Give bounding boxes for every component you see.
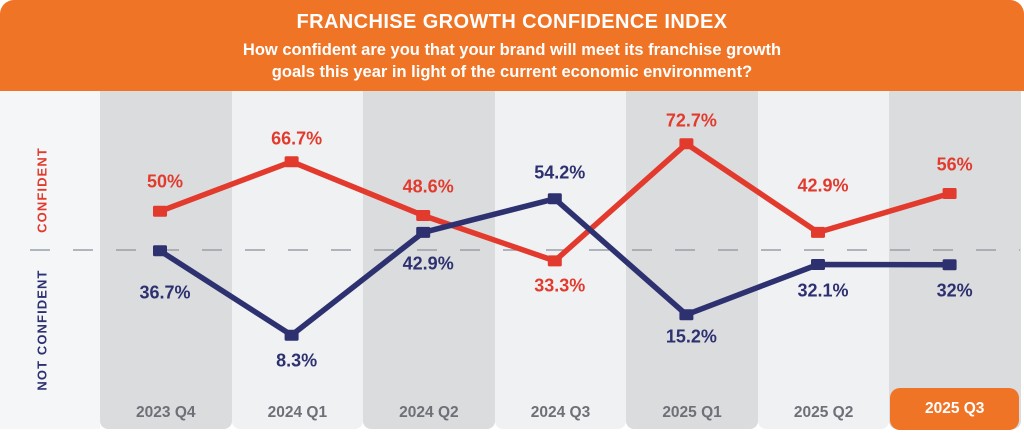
confident-value-label: 56% [936, 154, 973, 175]
x-axis-label-highlight-chip: 2025 Q3 [890, 388, 1019, 430]
y-axis-label-column [0, 91, 100, 429]
chart-header: FRANCHISE GROWTH CONFIDENCE INDEX How co… [0, 0, 1024, 91]
chart-area: 2023 Q4 2024 Q1 2024 Q2 2024 Q3 2025 Q1 2025 … [0, 91, 1024, 433]
confident-value-label: 33.3% [534, 275, 586, 296]
x-axis-label: 2025 Q2 [793, 404, 854, 421]
not-confident-marker-2024-q2 [416, 226, 431, 238]
chart-subtitle-line2: goals this year in light of the current … [271, 63, 753, 81]
x-axis-label: 2024 Q2 [399, 404, 459, 421]
confident-value-label: 48.6% [402, 176, 454, 197]
confident-marker-2025-q3 [942, 188, 957, 199]
x-axis-label: 2023 Q4 [136, 404, 196, 421]
not-confident-line [157, 196, 953, 338]
x-axis-label: 2025 Q3 [924, 400, 985, 417]
confident-marker-2023-q4 [153, 205, 167, 217]
confident-marker-2025-q2 [811, 226, 825, 238]
x-axis-label: 2025 Q1 [662, 404, 722, 421]
not-confident-value-label: 32.1% [797, 280, 849, 301]
not-confident-value-label: 32% [936, 280, 973, 301]
quarter-band-1 [100, 91, 232, 429]
chart-subtitle-line1: How confident are you that your brand wi… [242, 41, 782, 59]
not-confident-marker-2025-q2 [811, 259, 825, 270]
line-chart-svg [30, 138, 1020, 341]
confident-value-label: 66.7% [271, 128, 323, 149]
not-confident-value-label: 36.7% [139, 282, 191, 303]
chart-title: FRANCHISE GROWTH CONFIDENCE INDEX [296, 11, 728, 33]
confident-marker-2024-q2 [416, 210, 431, 221]
confident-value-label: 72.7% [665, 110, 717, 131]
not-confident-marker-2024-q3 [547, 193, 562, 205]
confident-marker-2024-q1 [284, 156, 299, 168]
not-confident-value-label: 42.9% [402, 253, 454, 274]
not-confident-marker-2025-q1 [679, 309, 694, 321]
x-axis-label: 2024 Q1 [267, 404, 328, 421]
confident-value-label: 50% [146, 171, 184, 192]
not-confident-value-label: 8.3% [276, 350, 318, 371]
not-confident-value-label: 54.2% [534, 162, 586, 183]
not-confident-marker-2025-q3 [942, 259, 957, 271]
quarter-band-2 [231, 91, 364, 429]
chart-subtitle: How confident are you that your brand wi… [0, 39, 1024, 83]
not-confident-marker-2023-q4 [153, 245, 167, 257]
confident-marker-2024-q3 [547, 255, 562, 267]
confident-marker-2025-q1 [679, 138, 694, 150]
confident-value-label: 42.9% [797, 175, 849, 196]
x-axis-label: 2024 Q3 [530, 404, 591, 421]
not-confident-marker-2024-q1 [284, 329, 299, 341]
not-confident-value-label: 15.2% [665, 326, 717, 347]
